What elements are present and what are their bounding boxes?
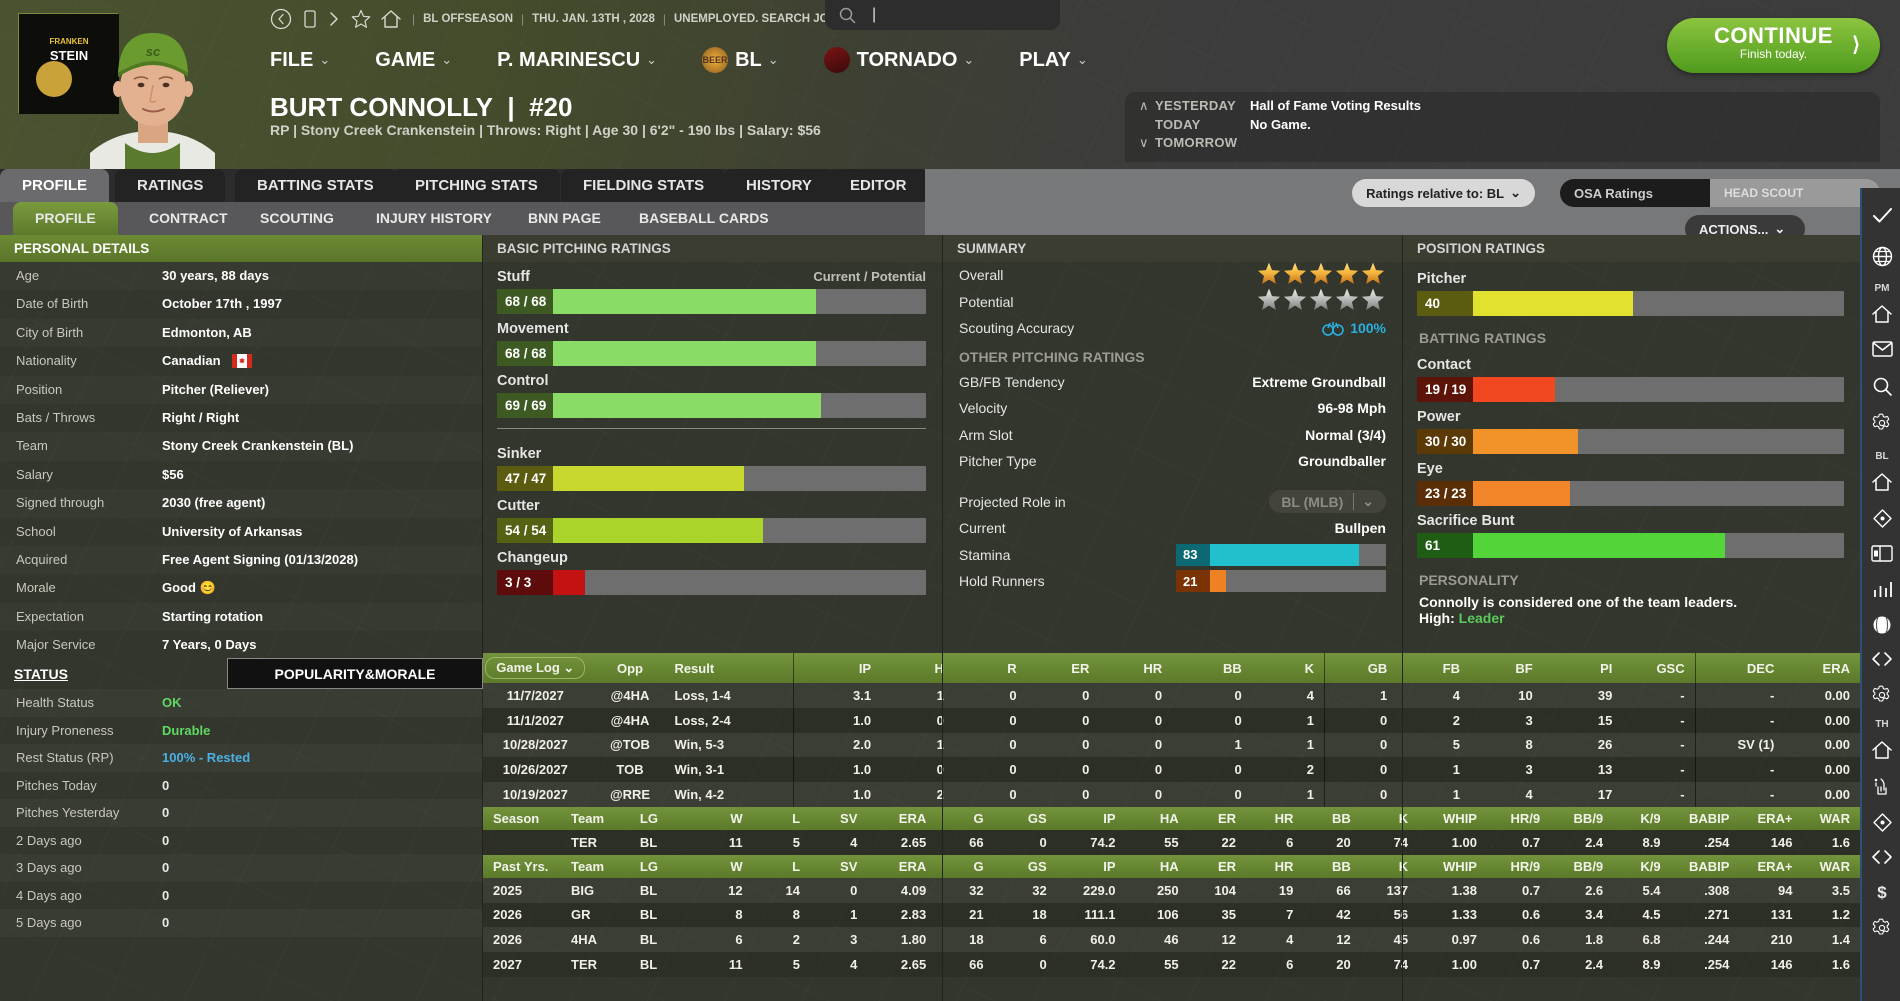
svg-text:sc: sc: [146, 44, 161, 59]
